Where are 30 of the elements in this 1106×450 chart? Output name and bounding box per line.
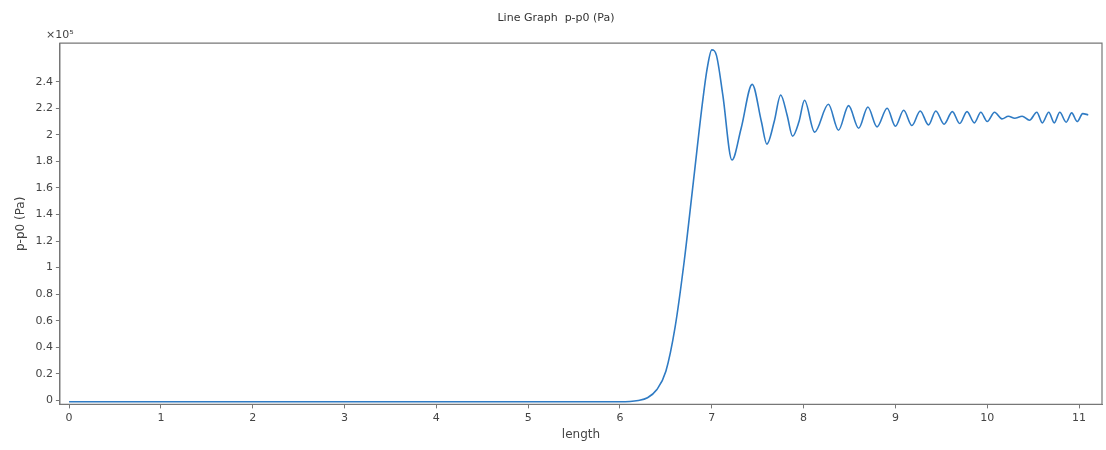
chart-title: Line Graph p-p0 (Pa) bbox=[497, 11, 615, 25]
x-tick-label: 7 bbox=[708, 410, 716, 424]
y-tick-label: 0 bbox=[45, 393, 53, 407]
y-tick-label: 0.8 bbox=[35, 287, 53, 301]
y-tick-label: 2.4 bbox=[35, 74, 53, 88]
text: ×10⁵ bbox=[46, 27, 74, 41]
x-tick-label: 10 bbox=[980, 410, 995, 424]
x-tick-label: 2 bbox=[249, 410, 257, 424]
y-tick-label: 1 bbox=[45, 260, 53, 274]
x-tick-label: 8 bbox=[800, 410, 808, 424]
x-axis-title: length bbox=[561, 426, 601, 441]
y-axis-title: p-p0 (Pa) bbox=[13, 196, 28, 252]
y-tick-label: 0.2 bbox=[35, 366, 53, 380]
y-tick-label: 0.6 bbox=[35, 313, 53, 327]
x-tick-label: 6 bbox=[616, 410, 624, 424]
x-tick-label: 1 bbox=[157, 410, 165, 424]
x-tick-label: 9 bbox=[891, 410, 899, 424]
y-tick-label: 0.4 bbox=[35, 340, 53, 354]
y-tick-label: 1.6 bbox=[35, 180, 53, 194]
y-tick-label: 2 bbox=[45, 127, 53, 141]
y-tick-label: 1.8 bbox=[35, 154, 53, 168]
y-tick-label: 1.2 bbox=[35, 233, 53, 247]
x-tick-label: 3 bbox=[341, 410, 349, 424]
line-series bbox=[68, 49, 1090, 403]
y-tick-label: 1.4 bbox=[35, 207, 53, 221]
x-tick-label: 5 bbox=[524, 410, 532, 424]
y-tick-label: 2.2 bbox=[35, 101, 53, 115]
x-tick-label: 11 bbox=[1072, 410, 1087, 424]
x-tick-label: 0 bbox=[65, 410, 73, 424]
x-tick-label: 4 bbox=[432, 410, 440, 424]
